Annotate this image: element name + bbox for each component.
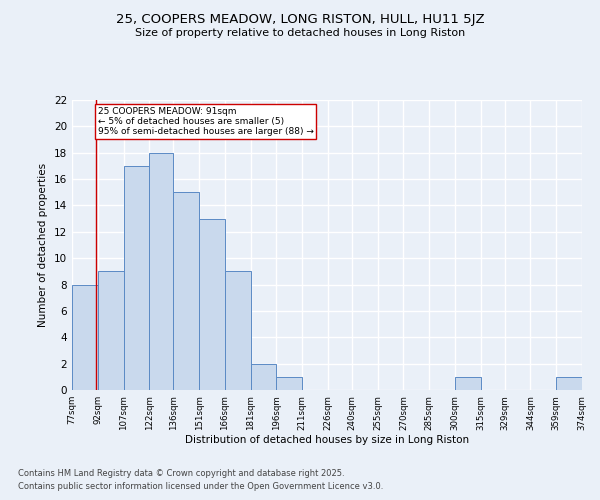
Bar (173, 192, 199, 390)
Bar (556, 377, 582, 390)
Bar (455, 377, 481, 390)
Bar (225, 272, 251, 390)
Bar (124, 166, 149, 390)
X-axis label: Distribution of detached houses by size in Long Riston: Distribution of detached houses by size … (185, 436, 469, 446)
Bar (199, 218, 225, 390)
Text: 25 COOPERS MEADOW: 91sqm
← 5% of detached houses are smaller (5)
95% of semi-det: 25 COOPERS MEADOW: 91sqm ← 5% of detache… (98, 106, 314, 136)
Bar (251, 364, 277, 390)
Text: Contains public sector information licensed under the Open Government Licence v3: Contains public sector information licen… (18, 482, 383, 491)
Text: 25, COOPERS MEADOW, LONG RISTON, HULL, HU11 5JZ: 25, COOPERS MEADOW, LONG RISTON, HULL, H… (116, 12, 484, 26)
Bar (98, 272, 124, 390)
Text: Size of property relative to detached houses in Long Riston: Size of property relative to detached ho… (135, 28, 465, 38)
Text: Contains HM Land Registry data © Crown copyright and database right 2025.: Contains HM Land Registry data © Crown c… (18, 468, 344, 477)
Bar (277, 377, 302, 390)
Bar (149, 152, 173, 390)
Y-axis label: Number of detached properties: Number of detached properties (38, 163, 49, 327)
Bar (72, 284, 98, 390)
